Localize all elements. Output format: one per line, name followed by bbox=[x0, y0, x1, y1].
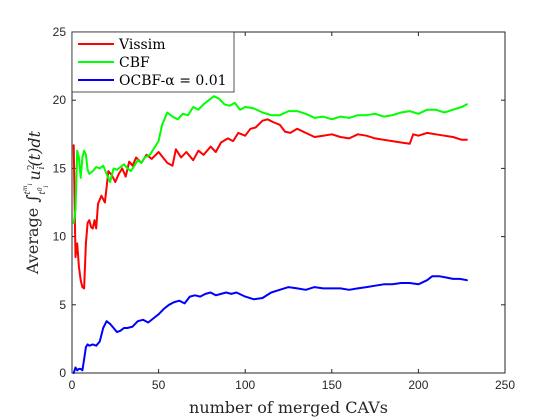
x-tick-label: 250 bbox=[495, 378, 515, 392]
x-tick-label: 100 bbox=[235, 378, 255, 392]
x-tick-label: 0 bbox=[69, 378, 76, 392]
y-tick-label: 0 bbox=[59, 366, 66, 380]
x-tick-label: 50 bbox=[152, 378, 166, 392]
y-tick-label: 25 bbox=[53, 25, 67, 39]
y-tick-label: 20 bbox=[53, 93, 67, 107]
series-lines bbox=[72, 95, 468, 374]
axis-tick-labels: 0 50 100 150 200 250 0 5 10 15 20 25 bbox=[53, 25, 516, 392]
x-axis-label: number of merged CAVs bbox=[189, 398, 388, 417]
legend: Vissim CBF OCBF-α = 0.01 bbox=[71, 31, 235, 93]
legend-label-1: Vissim bbox=[118, 37, 165, 53]
series-line-1 bbox=[72, 118, 468, 290]
y-tick-label: 5 bbox=[59, 298, 66, 312]
x-tick-label: 200 bbox=[408, 378, 428, 392]
series-line-2 bbox=[72, 95, 468, 224]
y-tick-label: 15 bbox=[53, 161, 67, 175]
legend-label-3: OCBF-α = 0.01 bbox=[119, 73, 227, 89]
series-line-3 bbox=[72, 275, 468, 374]
x-tick-label: 150 bbox=[322, 378, 342, 392]
y-tick-label: 10 bbox=[53, 230, 67, 244]
y-axis-label: Average ∫tmit0i u2i(t)dt bbox=[22, 130, 50, 275]
legend-label-2: CBF bbox=[119, 55, 150, 71]
